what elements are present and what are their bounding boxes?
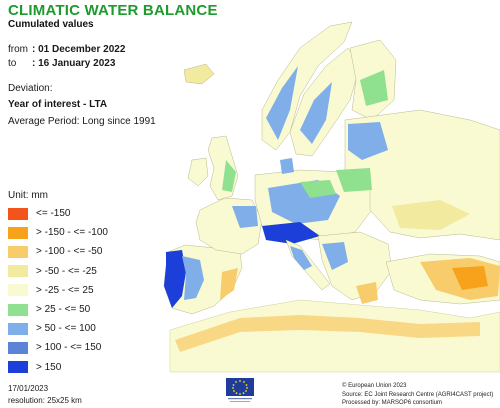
greece-dry xyxy=(356,282,378,304)
period-from-value: : 01 December 2022 xyxy=(32,44,126,55)
legend-item: > 150 xyxy=(8,358,108,377)
legend-item: > 100 - <= 150 xyxy=(8,338,108,357)
legend-label: > -25 - <= 25 xyxy=(36,284,94,296)
legend-item: > 50 - <= 100 xyxy=(8,319,108,338)
iceland-land xyxy=(183,63,215,85)
credit-line: © European Union 2023 xyxy=(342,383,407,389)
denmark-land xyxy=(280,158,294,174)
north-africa-dry-band xyxy=(175,315,480,352)
turkey-very-dry xyxy=(452,266,488,290)
legend: <= -150 > -150 - <= -100 > -100 - <= -50… xyxy=(8,204,108,377)
sweden-wet xyxy=(300,82,332,144)
legend-label: > 25 - <= 50 xyxy=(36,304,91,316)
legend-item: > -25 - <= 25 xyxy=(8,281,108,300)
alps-wet xyxy=(262,222,320,244)
ireland-land xyxy=(187,157,209,187)
credit-line: Processed by: MARSOP6 consortium xyxy=(342,400,443,406)
balkans-land xyxy=(317,231,393,301)
legend-label: > -50 - <= -25 xyxy=(36,265,97,277)
italy-wet xyxy=(290,246,312,270)
deviation-type: Year of interest - LTA xyxy=(8,99,108,110)
period-to-label: to xyxy=(8,58,17,69)
finland-green xyxy=(360,70,388,106)
iberia-wet-inner xyxy=(182,256,204,300)
uk-land xyxy=(207,135,239,201)
uk-wet xyxy=(222,160,236,192)
eu-commission-logo-icon xyxy=(226,378,254,402)
period-from: from : 01 December 2022 xyxy=(8,44,125,55)
legend-swatch xyxy=(8,207,28,220)
legend-swatch xyxy=(8,284,28,297)
legend-item: > -150 - <= -100 xyxy=(8,223,108,242)
credits: © European Union 2023 Source: EC Joint R… xyxy=(342,382,493,408)
legend-label: > 100 - <= 150 xyxy=(36,342,102,354)
legend-label: <= -150 xyxy=(36,208,71,220)
iberia-wet-west xyxy=(164,250,186,308)
period-to-value: : 16 January 2023 xyxy=(32,58,116,69)
legend-item: > -100 - <= -50 xyxy=(8,242,108,261)
map-title: CLIMATIC WATER BALANCE xyxy=(8,2,218,19)
legend-item: <= -150 xyxy=(8,204,108,223)
period-from-label: from xyxy=(8,44,28,55)
map-subtitle: Cumulated values xyxy=(8,19,94,30)
legend-swatch xyxy=(8,226,28,239)
legend-swatch xyxy=(8,322,28,335)
legend-swatch xyxy=(8,361,28,374)
credit-line: Source: EC Joint Research Centre (AGRI4C… xyxy=(342,391,494,398)
issue-date: 17/01/2023 xyxy=(8,384,49,393)
balkans-wet xyxy=(322,242,348,270)
legend-swatch xyxy=(8,303,28,316)
legend-item: > 25 - <= 50 xyxy=(8,300,108,319)
resolution: resolution: 25x25 km xyxy=(8,396,82,405)
germany-green xyxy=(300,180,336,198)
ukraine-dry xyxy=(392,200,470,230)
baltic-wet xyxy=(348,122,388,160)
france-wet xyxy=(232,206,258,228)
deviation-label: Deviation: xyxy=(8,83,53,94)
legend-label: > -150 - <= -100 xyxy=(36,227,108,239)
period-to: to : 16 January 2023 xyxy=(8,58,115,69)
legend-swatch xyxy=(8,265,28,278)
average-period: Average Period: Long since 1991 xyxy=(8,116,156,127)
poland-green xyxy=(336,168,372,192)
legend-unit: Unit: mm xyxy=(8,190,48,201)
legend-label: > -100 - <= -50 xyxy=(36,246,103,258)
norway-wet xyxy=(266,66,298,140)
legend-label: > 150 xyxy=(36,361,62,373)
legend-swatch xyxy=(8,245,28,258)
legend-label: > 50 - <= 100 xyxy=(36,323,96,335)
legend-item: > -50 - <= -25 xyxy=(8,262,108,281)
iberia-dry-east xyxy=(220,268,238,300)
legend-swatch xyxy=(8,341,28,354)
